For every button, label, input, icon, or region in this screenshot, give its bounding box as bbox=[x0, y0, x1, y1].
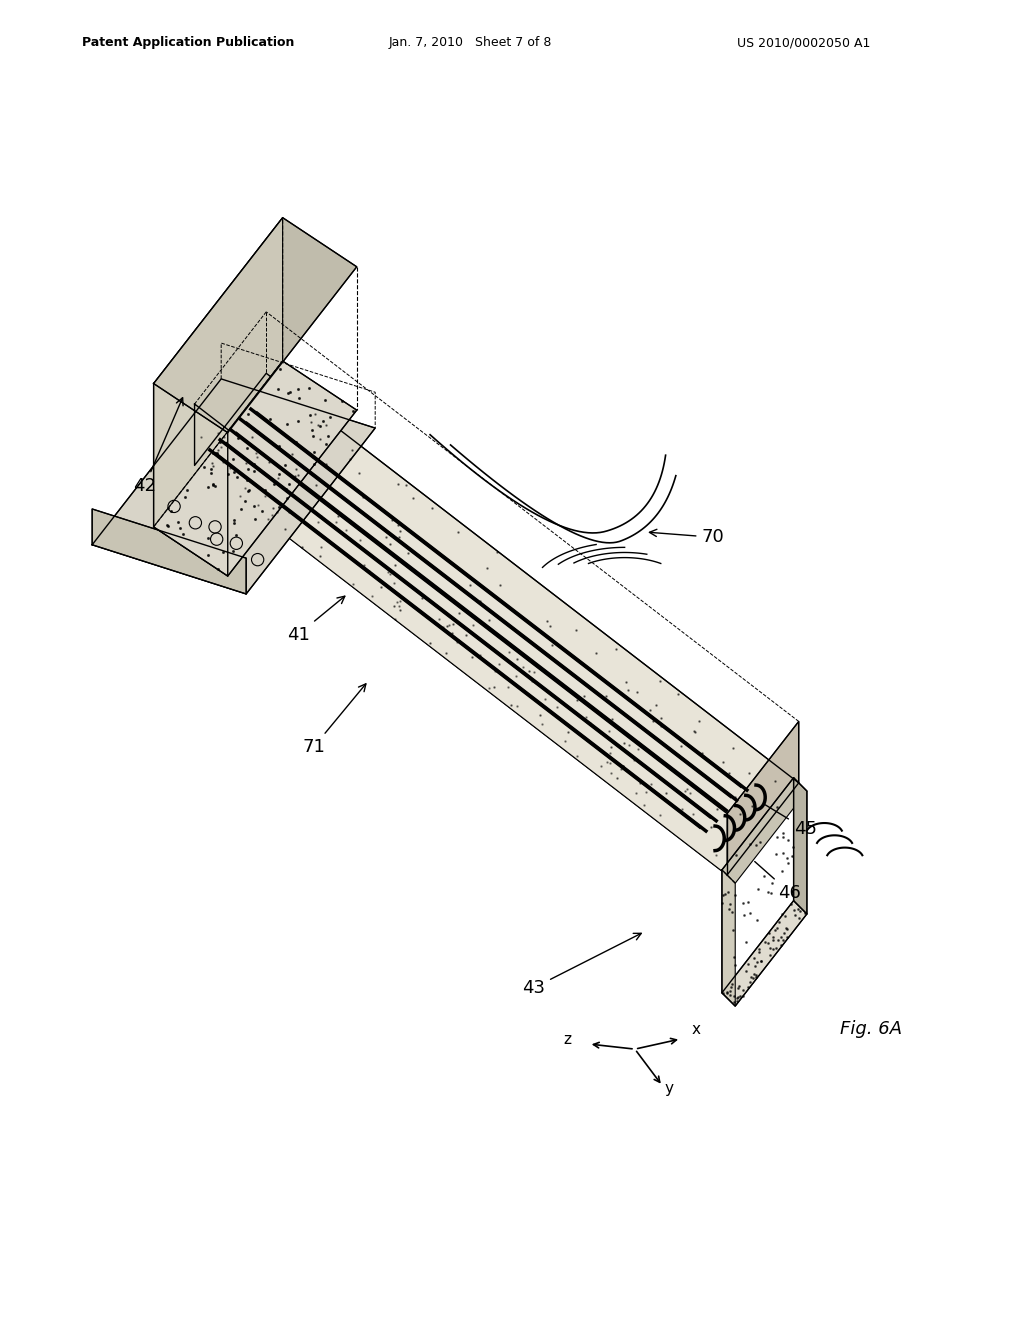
Text: 41: 41 bbox=[287, 597, 345, 644]
Polygon shape bbox=[154, 384, 227, 576]
Text: z: z bbox=[563, 1032, 571, 1047]
Text: Jan. 7, 2010   Sheet 7 of 8: Jan. 7, 2010 Sheet 7 of 8 bbox=[389, 36, 553, 49]
Text: 71: 71 bbox=[302, 684, 366, 756]
Polygon shape bbox=[722, 870, 735, 1006]
Polygon shape bbox=[154, 360, 356, 576]
Text: y: y bbox=[665, 1081, 674, 1096]
Text: 70: 70 bbox=[649, 528, 724, 546]
Text: x: x bbox=[691, 1022, 700, 1036]
Text: 45: 45 bbox=[765, 805, 816, 838]
Polygon shape bbox=[154, 218, 283, 527]
Text: 46: 46 bbox=[755, 862, 801, 902]
Polygon shape bbox=[722, 777, 807, 883]
Text: 42: 42 bbox=[133, 397, 183, 495]
Polygon shape bbox=[722, 900, 807, 1006]
Polygon shape bbox=[154, 218, 356, 433]
Polygon shape bbox=[794, 777, 807, 913]
Polygon shape bbox=[195, 374, 799, 875]
Text: US 2010/0002050 A1: US 2010/0002050 A1 bbox=[737, 36, 870, 49]
Polygon shape bbox=[195, 404, 727, 875]
Polygon shape bbox=[92, 510, 246, 594]
Text: 43: 43 bbox=[522, 933, 641, 997]
Polygon shape bbox=[727, 722, 799, 875]
Text: Patent Application Publication: Patent Application Publication bbox=[82, 36, 294, 49]
Polygon shape bbox=[92, 379, 375, 594]
Text: Fig. 6A: Fig. 6A bbox=[840, 1020, 902, 1038]
